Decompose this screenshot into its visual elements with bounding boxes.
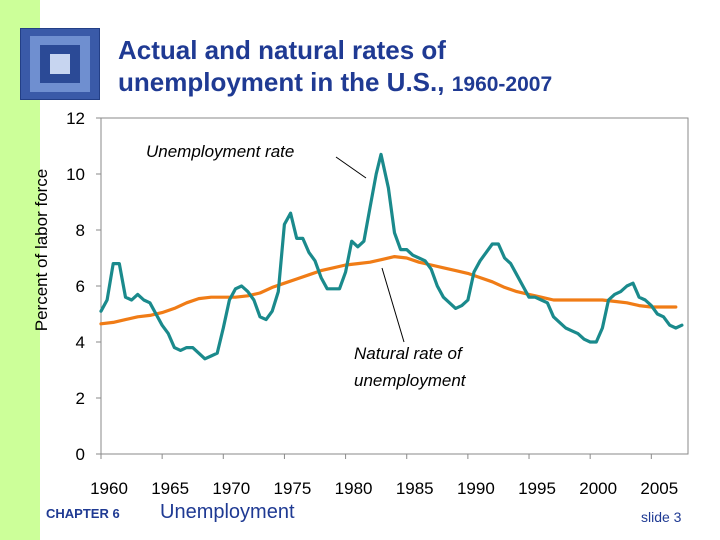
y-tick-label: 4 [76, 333, 85, 352]
x-tick-label: 2000 [579, 479, 617, 498]
annotation-natural-rate-line1: Natural rate of [354, 344, 464, 363]
title-years: 1960-2007 [451, 73, 553, 96]
slide-number: slide 3 [641, 509, 682, 525]
y-tick-label: 2 [76, 389, 85, 408]
title-line-2: unemployment in the U.S., 1960-2007 [118, 66, 678, 101]
series-line-natural-rate-of-unemployment [99, 255, 678, 326]
annotation-natural-rate-line2: unemployment [354, 371, 467, 390]
slide-title: Actual and natural rates of unemployment… [118, 34, 678, 101]
x-tick-label: 1990 [457, 479, 495, 498]
annotation-unemployment-rate: Unemployment rate [146, 142, 294, 161]
series-line-unemployment-rate [99, 152, 684, 361]
x-tick-label: 1980 [335, 479, 373, 498]
title-line-1: Actual and natural rates of [118, 35, 446, 65]
y-tick-label: 0 [76, 445, 85, 464]
x-tick-label: 1975 [274, 479, 312, 498]
x-tick-label: 1970 [212, 479, 250, 498]
annotation-unemployment-rate-pointer [335, 156, 367, 179]
x-tick-label: 1965 [151, 479, 189, 498]
y-tick-label: 12 [66, 109, 85, 128]
x-tick-label: 1995 [518, 479, 556, 498]
x-tick-label: 1960 [90, 479, 128, 498]
y-axis-label: Percent of labor force [32, 169, 51, 332]
y-tick-label: 8 [76, 221, 85, 240]
chapter-topic: Unemployment [160, 501, 295, 523]
chapter-logo-icon [20, 28, 100, 100]
x-tick-label: 2005 [640, 479, 678, 498]
title-main-text: unemployment in the U.S., [118, 67, 445, 97]
x-tick-label: 1985 [396, 479, 434, 498]
y-tick-label: 10 [66, 165, 85, 184]
chapter-label: CHAPTER 6 [46, 506, 120, 521]
annotation-natural-rate-pointer [381, 267, 405, 343]
y-tick-label: 6 [76, 277, 85, 296]
plot-area-frame [100, 117, 689, 455]
